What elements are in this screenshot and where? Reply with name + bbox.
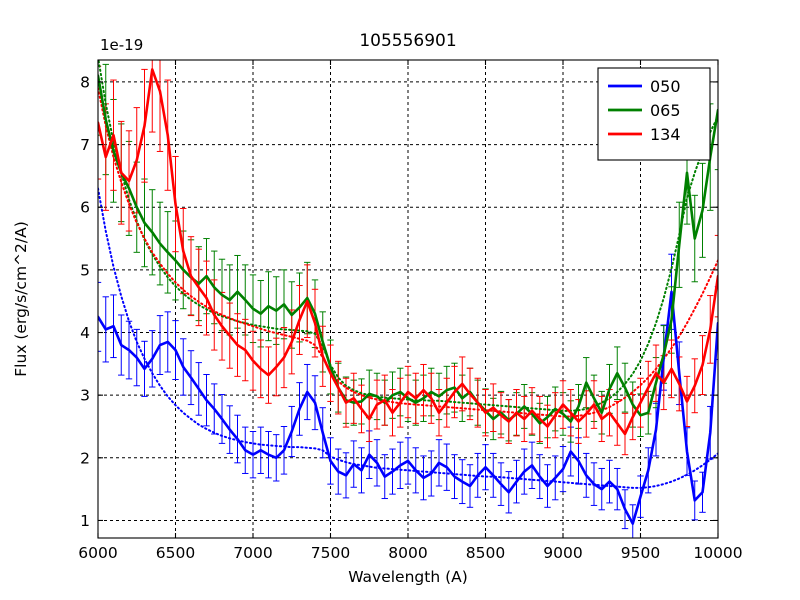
y-tick-label: 5 [80,261,90,279]
x-tick-label: 7500 [311,544,350,562]
x-tick-label: 8500 [466,544,505,562]
y-tick-label: 6 [80,199,90,217]
x-tick-label: 7000 [233,544,272,562]
x-tick-label: 10000 [693,544,742,562]
y-tick-label: 7 [80,136,90,154]
data-layer [98,60,718,538]
legend: 050 065 134 [597,67,711,161]
y-axis-offset-text: 1e-19 [100,36,143,54]
data-curve-134 [98,68,718,436]
y-tick-label: 2 [80,449,90,467]
legend-box [597,67,711,161]
legend-label-134: 134 [650,125,681,144]
x-tick-label: 6500 [156,544,195,562]
x-tick-label: 6000 [78,544,117,562]
x-axis-label: Wavelength (A) [348,568,468,586]
data-curve-050 [98,290,718,525]
y-tick-label: 4 [80,324,90,342]
y-tick-label: 8 [80,73,90,91]
x-tick-label: 9000 [543,544,582,562]
x-tick-label: 8000 [388,544,427,562]
axis-ticks: 6000 6500 7000 7500 8000 8500 9000 9500 10000 1 2 3… [78,60,743,562]
y-tick-label: 1 [80,512,90,530]
y-tick-label: 3 [80,387,90,405]
chart-title: 105556901 [359,31,456,51]
legend-label-065: 065 [650,101,681,120]
model-curve-134 [98,87,718,418]
data-curve-065 [98,74,718,425]
y-axis-label: Flux (erg/s/cm^2/A) [12,221,30,377]
legend-label-050: 050 [650,77,681,96]
x-tick-label: 9500 [621,544,660,562]
